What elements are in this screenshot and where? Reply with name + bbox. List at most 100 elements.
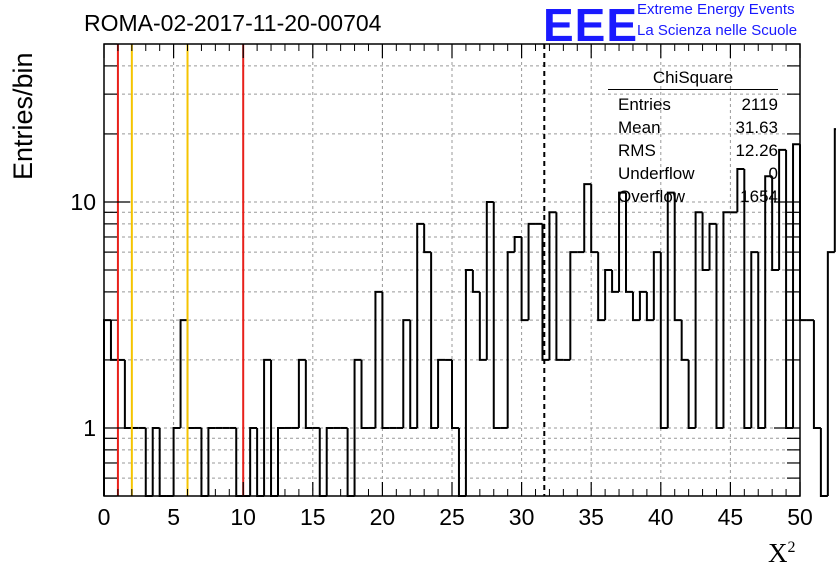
histogram-bin [785,149,794,429]
histogram-bin [625,192,633,293]
x-axis-label-base: X [768,538,788,568]
stats-row-entries: Entries 2119 [608,93,778,116]
logo-line-1: Extreme Energy Events [637,1,795,18]
histogram-bin [207,426,216,496]
histogram-bin [123,359,132,429]
histogram-bin [597,252,606,322]
stats-row-mean: Mean 31.63 [608,116,778,139]
histogram-bin [478,291,487,361]
histogram-bin [680,320,689,361]
histogram-bin [416,222,425,428]
histogram-bin [103,319,111,496]
histogram-bin [409,320,418,429]
histogram-bin [618,191,626,292]
histogram-bin [548,211,557,360]
histogram-bin [819,427,828,497]
histogram-bin [353,358,362,496]
histogram-bin [673,192,682,322]
stats-row-underflow: Underflow 0 [608,162,778,185]
stats-value: 12.26 [735,141,778,160]
histogram-bin [277,426,285,496]
logo-line-2: La Scienza nelle Scuole [637,22,798,39]
histogram-bin [722,211,731,428]
reference-lines [116,44,546,496]
histogram-bin [701,212,710,271]
histogram-bin [833,128,836,253]
histogram-bin [402,319,411,428]
x-tick-label: 25 [439,504,465,530]
histogram-bin [437,358,446,428]
histogram-bin [638,290,647,321]
histogram-bin [471,270,480,293]
stats-row-overflow: Overflow 1654 [608,185,778,208]
axis-ticks [103,43,801,497]
histogram-bin [631,291,640,322]
histogram-bin [374,290,383,428]
histogram-bin [666,191,675,428]
stats-value: 0 [768,164,778,183]
x-axis-label-sup: 2 [787,539,796,556]
histogram-bin [541,223,550,361]
histogram-bin [555,212,564,361]
histogram-bin [652,251,661,321]
histogram-bin [764,175,773,428]
histogram-bin [757,252,766,429]
run-title: ROMA-02-2017-11-20-00704 [84,10,382,36]
histogram-bin [151,426,160,496]
histogram-bin [492,201,501,429]
histogram-bin [715,223,724,429]
histogram-bin [172,426,181,496]
histogram-bin [778,148,787,270]
histogram-bin [430,252,439,429]
histogram-bin [527,222,536,321]
histogram-bin [771,176,780,271]
histogram-bin [297,358,306,428]
histogram-bin [186,320,195,429]
histogram-bin [325,426,334,496]
histogram-bin [826,251,835,496]
histogram-bin [569,251,578,360]
stats-label: Underflow [618,164,695,183]
y-tick-label: 1 [83,415,96,441]
histogram-bin [520,236,529,322]
histogram-bin [179,319,188,428]
histogram-bin [812,320,821,429]
histogram-bin [736,167,745,213]
histogram-bin [263,358,272,496]
stats-label: RMS [618,141,656,160]
stats-box: ChiSquare Entries 2119 Mean 31.63 RMS 12.26… [608,68,778,208]
histogram-bin [604,269,613,321]
histogram-bin [464,269,473,496]
histogram-bin [381,291,390,429]
histogram-bin [792,143,800,428]
histogram-bin [506,251,515,428]
y-axis-label: Entries/bin [8,52,38,180]
histogram-bin [423,223,432,254]
histogram-bin [611,270,620,293]
stats-title: ChiSquare [608,68,778,90]
histogram-bin [659,252,668,429]
histogram-bin [645,291,654,322]
histogram-bin [799,144,807,322]
x-tick-label: 30 [509,504,535,530]
histogram-bin [451,359,459,429]
tick-labels: 0 5 10 15 20 25 30 35 40 45 50 1 10 [70,189,812,530]
histogram-bin [304,359,313,429]
stats-label: Entries [618,95,671,114]
histogram-bin [750,251,759,428]
stats-label: Overflow [618,187,686,206]
x-tick-label: 35 [578,504,604,530]
stats-value: 2119 [741,95,778,114]
stats-value: 1654 [740,187,778,206]
stats-row-rms: RMS 12.26 [608,139,778,162]
x-tick-label: 10 [230,504,256,530]
stats-label: Mean [618,118,661,137]
eee-logo: EEE [543,0,639,51]
x-tick-label: 0 [98,504,111,530]
x-tick-label: 40 [648,504,674,530]
histogram-bin [708,222,717,270]
histogram-bin [687,359,696,429]
histogram-bin [583,183,592,253]
histogram-bin [485,200,494,360]
